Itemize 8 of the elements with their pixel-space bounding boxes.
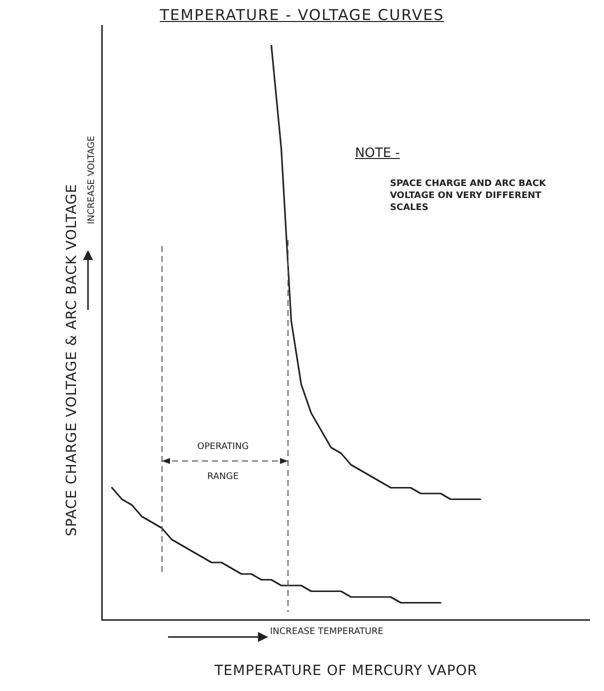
chart-title: TEMPERATURE - VOLTAGE CURVES	[158, 6, 446, 24]
text: INCREASE TEMPERATURE	[270, 627, 384, 637]
text: INCREASE VOLTAGE	[87, 136, 97, 224]
annotation: NOTE -	[355, 146, 400, 161]
x-axis-title: TEMPERATURE OF MERCURY VAPOR	[213, 663, 479, 679]
text: OPERATING RANGE	[197, 442, 249, 482]
y-axis-title: SPACE CHARGE VOLTAGE & ARC BACK VOLTAGE	[64, 184, 80, 536]
annotation: SPACE CHARGE AND ARC BACK VOLTAGE ON VERY DIFFERENT SCALES	[390, 178, 547, 214]
